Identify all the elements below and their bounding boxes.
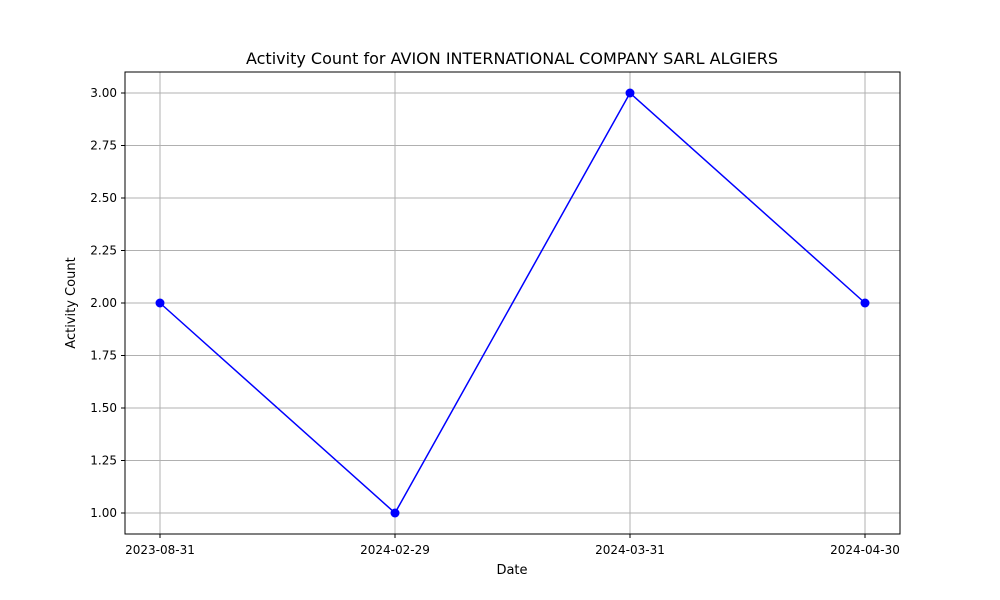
y-tick-label: 1.75 (90, 349, 117, 363)
x-tick-label: 2024-03-31 (595, 543, 665, 557)
y-tick-label: 2.00 (90, 296, 117, 310)
data-point (390, 508, 400, 518)
data-point (625, 88, 635, 98)
x-tick-label: 2024-02-29 (360, 543, 430, 557)
y-tick-label: 1.00 (90, 506, 117, 520)
data-point (155, 298, 165, 308)
y-tick-label: 3.00 (90, 86, 117, 100)
x-axis-label: Date (496, 563, 527, 578)
axis-ticks: 2023-08-31 2024-02-29 2024-03-31 2024-04-30… (90, 86, 900, 557)
x-tick-label: 2023-08-31 (125, 543, 195, 557)
x-tick-label: 2024-04-30 (830, 543, 900, 557)
data-point (860, 298, 870, 308)
y-tick-label: 2.75 (90, 139, 117, 153)
y-tick-label: 1.50 (90, 401, 117, 415)
chart-title: Activity Count for AVION INTERNATIONAL C… (246, 49, 778, 68)
y-tick-label: 2.50 (90, 191, 117, 205)
y-tick-label: 2.25 (90, 244, 117, 258)
y-axis-label: Activity Count (64, 257, 79, 348)
y-tick-label: 1.25 (90, 454, 117, 468)
series-layer (155, 88, 870, 518)
series-line (159, 91, 866, 515)
